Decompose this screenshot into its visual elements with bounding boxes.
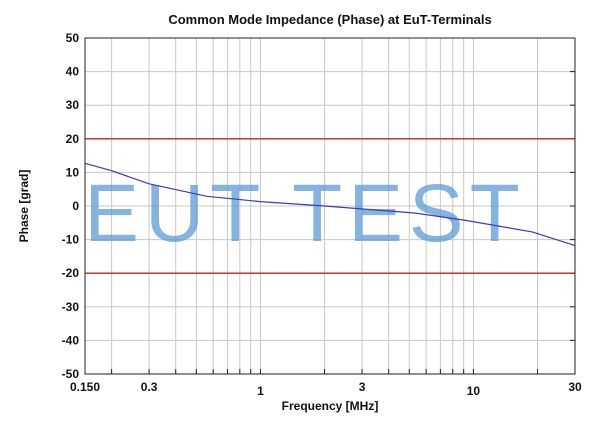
x-tick-label: 3 xyxy=(359,380,366,394)
y-tick-label: -50 xyxy=(62,367,80,381)
x-axis-label: Frequency [MHz] xyxy=(282,399,379,413)
chart-title: Common Mode Impedance (Phase) at EuT-Ter… xyxy=(168,12,491,27)
y-tick-label: 30 xyxy=(66,98,80,112)
y-tick-label: 0 xyxy=(72,199,79,213)
y-tick-label: 40 xyxy=(66,65,80,79)
x-tick-label: 1 xyxy=(257,384,264,398)
y-tick-label: 10 xyxy=(66,165,80,179)
x-tick-label: 10 xyxy=(467,384,481,398)
watermark: EUT TEST xyxy=(84,168,525,259)
x-tick-labels: 0.150 0.3 1 3 10 30 xyxy=(70,380,582,398)
x-tick-label: 0.3 xyxy=(141,380,158,394)
phase-series-line xyxy=(84,162,576,247)
y-tick-labels: 50 40 30 20 10 0 -10 -20 -30 -40 -50 xyxy=(62,31,80,381)
y-tick-label: -10 xyxy=(62,233,80,247)
x-tick-label: 0.150 xyxy=(70,380,100,394)
y-tick-label: 20 xyxy=(66,132,80,146)
y-tick-label: -30 xyxy=(62,300,80,314)
plot-frame xyxy=(84,37,576,375)
limit-lines xyxy=(85,138,575,274)
y-tick-label: -40 xyxy=(62,333,80,347)
y-axis-label: Phase [grad] xyxy=(17,170,31,243)
x-tick-label: 30 xyxy=(568,380,582,394)
y-tick-label: -20 xyxy=(62,266,80,280)
y-tick-label: 50 xyxy=(66,31,80,45)
